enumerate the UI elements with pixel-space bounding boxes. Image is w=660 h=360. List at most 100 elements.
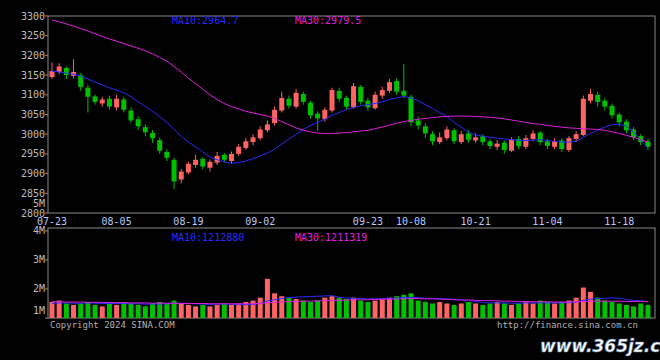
y-tick-label: 3M: [33, 254, 45, 265]
volume-bar: [78, 303, 83, 318]
volume-bar: [459, 303, 464, 318]
candle-body: [100, 100, 105, 104]
y-tick-label: 3200: [21, 50, 45, 61]
candle-body: [588, 94, 593, 101]
y-tick: [45, 75, 48, 76]
volume-bar: [251, 301, 256, 318]
volume-bar: [617, 303, 622, 318]
volume-bar: [179, 303, 184, 318]
volume-bar: [85, 302, 90, 318]
volume-ma-line: [52, 296, 648, 305]
volume-bar: [444, 303, 449, 318]
y-tick: [45, 153, 48, 154]
volume-bar: [344, 299, 349, 318]
candle-body: [430, 134, 435, 141]
candle-body: [552, 141, 557, 147]
volume-bar: [301, 301, 306, 318]
candle-body: [272, 110, 277, 123]
candle-body: [351, 86, 356, 107]
candle-body: [193, 160, 198, 165]
candle-body: [286, 99, 291, 106]
candle-body: [136, 119, 141, 126]
x-tick-label: 10-08: [396, 216, 426, 227]
volume-bar: [365, 302, 370, 318]
volume-bar: [315, 301, 320, 318]
candle-body: [121, 100, 126, 110]
y-tick: [45, 35, 48, 36]
volume-bar: [286, 298, 291, 318]
candle-body: [358, 87, 363, 102]
volume-bar: [193, 306, 198, 318]
candle-body: [222, 155, 227, 160]
candle-body: [387, 82, 392, 91]
volume-bar: [351, 298, 356, 318]
volume-bar: [545, 302, 550, 318]
candle-body: [279, 98, 284, 111]
annotation: 5M: [33, 198, 45, 209]
volume-bar: [114, 305, 119, 318]
x-tick-label: 08-05: [102, 216, 132, 227]
volume-bar: [416, 301, 421, 318]
candle-body: [610, 106, 615, 115]
volume-bar: [638, 303, 643, 318]
candle-body: [495, 144, 500, 147]
y-tick: [45, 230, 48, 231]
candle-body: [50, 71, 55, 77]
candle-body: [128, 111, 133, 121]
candle-body: [459, 134, 464, 142]
volume-bar: [559, 302, 564, 318]
volume-bar: [495, 302, 500, 318]
volume-bar: [93, 305, 98, 318]
y-tick-label: 1M: [33, 305, 45, 316]
candle-body: [186, 164, 191, 173]
volume-bar: [128, 303, 133, 318]
volume-bar: [164, 303, 169, 318]
volume-bar: [272, 293, 277, 318]
volume-bar: [358, 301, 363, 318]
volume-bar: [107, 303, 112, 318]
candle-body: [107, 99, 112, 107]
candle-body: [258, 129, 263, 138]
candle-body: [301, 94, 306, 102]
candle-body: [574, 134, 579, 139]
candle-body: [207, 162, 212, 168]
candle-body: [85, 88, 90, 97]
chart: 2800285029002950300030503100315032003250…: [0, 0, 660, 360]
volume-bar: [480, 305, 485, 318]
volume-bar: [631, 306, 636, 318]
y-tick-label: 2M: [33, 283, 45, 294]
footer-right: http://finance.sina.com.cn: [497, 320, 638, 330]
volume-bar: [452, 305, 457, 318]
volume-bar: [229, 305, 234, 318]
volume-bar: [222, 303, 227, 318]
candle-body: [423, 126, 428, 133]
volume-bar: [308, 302, 313, 318]
y-tick: [45, 259, 48, 260]
candle-body: [416, 120, 421, 125]
y-tick-label: 2950: [21, 148, 45, 159]
candle-body: [466, 133, 471, 139]
y-tick: [45, 114, 48, 115]
candle-body: [444, 129, 449, 138]
candle-body: [566, 138, 571, 150]
candle-body: [229, 154, 234, 161]
volume-bar: [265, 279, 270, 318]
legend-label: MA30:1211319: [295, 232, 367, 243]
x-tick-label: 11-04: [532, 216, 562, 227]
candle-body: [531, 133, 536, 139]
y-tick-label: 2900: [21, 168, 45, 179]
legend-label: MA30:2979.5: [295, 15, 361, 26]
y-tick: [45, 134, 48, 135]
y-tick: [45, 213, 48, 214]
candle-body: [179, 172, 184, 180]
volume-bar: [121, 302, 126, 318]
volume-bar: [610, 302, 615, 318]
y-tick: [45, 94, 48, 95]
y-tick: [45, 193, 48, 194]
volume-bar: [236, 303, 241, 318]
watermark: www.365jz.com: [540, 336, 660, 356]
volume-bar: [150, 303, 155, 318]
ma-line: [52, 71, 648, 163]
volume-bar: [215, 305, 220, 318]
y-tick: [45, 318, 48, 319]
